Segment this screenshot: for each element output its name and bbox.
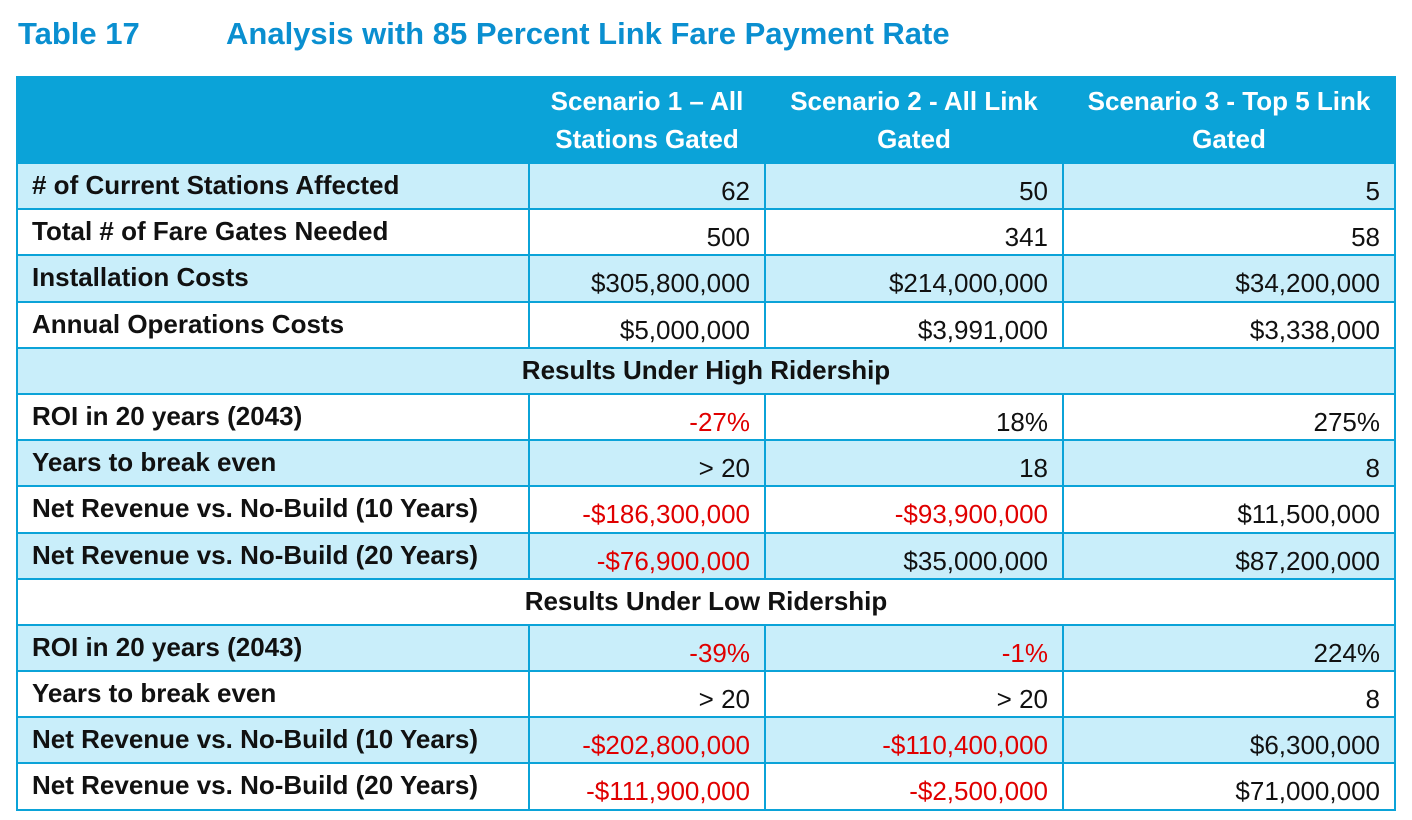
table-row: Net Revenue vs. No-Build (20 Years) -$111… [16,762,1396,811]
table-row: Net Revenue vs. No-Build (10 Years) -$202… [16,716,1396,765]
cell-scenario-3: $11,500,000 [1062,485,1396,534]
cell-scenario-3: 8 [1062,670,1396,719]
table-caption: Table 17 Analysis with 85 Percent Link F… [18,14,950,54]
cell-scenario-2: -$110,400,000 [764,716,1064,765]
table-row: Years to break even > 20 18 8 [16,439,1396,488]
header-row: Scenario 1 – All Stations Gated Scenario… [16,76,1396,164]
row-label: Years to break even [16,670,530,719]
section-row: Results Under High Ridership [16,346,1396,395]
cell-scenario-2: 18 [764,439,1064,488]
row-label: Net Revenue vs. No-Build (10 Years) [16,716,530,765]
section-row: Results Under Low Ridership [16,577,1396,626]
table-body: # of Current Stations Affected 62 50 5 Total… [16,161,1396,811]
table-row: Total # of Fare Gates Needed 500 341 58 [16,208,1396,257]
table-number: Table 17 [18,16,140,51]
table-header: Scenario 1 – All Stations Gated Scenario… [16,76,1396,164]
cell-scenario-1: -$111,900,000 [528,762,766,811]
cell-scenario-1: > 20 [528,439,766,488]
cell-scenario-3: 8 [1062,439,1396,488]
table-row: Annual Operations Costs $5,000,000 $3,991,… [16,300,1396,349]
cell-scenario-2: > 20 [764,670,1064,719]
cell-scenario-1: -39% [528,623,766,673]
table-row: Installation Costs $305,800,000 $214,000,0… [16,254,1396,303]
row-label: ROI in 20 years (2043) [16,392,530,442]
cell-scenario-1: -$202,800,000 [528,716,766,765]
table-row: ROI in 20 years (2043) -27% 18% 275% [16,392,1396,442]
row-label: ROI in 20 years (2043) [16,623,530,673]
cell-scenario-1: $5,000,000 [528,300,766,349]
cell-scenario-2: $214,000,000 [764,254,1064,303]
header-corner [16,76,530,164]
cell-scenario-2: 50 [764,161,1064,211]
cell-scenario-2: 341 [764,208,1064,257]
cell-scenario-3: 58 [1062,208,1396,257]
cell-scenario-3: $34,200,000 [1062,254,1396,303]
cell-scenario-3: 5 [1062,161,1396,211]
table-row: ROI in 20 years (2043) -39% -1% 224% [16,623,1396,673]
cell-scenario-1: -$186,300,000 [528,485,766,534]
table-row: Net Revenue vs. No-Build (20 Years) -$76,… [16,531,1396,580]
row-label: Annual Operations Costs [16,300,530,349]
table-row: Net Revenue vs. No-Build (10 Years) -$186… [16,485,1396,534]
table-title: Analysis with 85 Percent Link Fare Payme… [226,16,950,51]
cell-scenario-3: $87,200,000 [1062,531,1396,580]
row-label: Net Revenue vs. No-Build (20 Years) [16,762,530,811]
header-scenario-2: Scenario 2 - All Link Gated [764,76,1064,164]
cell-scenario-1: -$76,900,000 [528,531,766,580]
section-label: Results Under High Ridership [16,346,1396,395]
cell-scenario-1: 62 [528,161,766,211]
cell-scenario-1: 500 [528,208,766,257]
row-label: Years to break even [16,439,530,488]
header-scenario-3: Scenario 3 - Top 5 Link Gated [1062,76,1396,164]
header-scenario-1: Scenario 1 – All Stations Gated [528,76,766,164]
cell-scenario-2: -$93,900,000 [764,485,1064,534]
cell-scenario-1: -27% [528,392,766,442]
table-row: # of Current Stations Affected 62 50 5 [16,161,1396,211]
cell-scenario-3: $71,000,000 [1062,762,1396,811]
cell-scenario-1: > 20 [528,670,766,719]
section-label: Results Under Low Ridership [16,577,1396,626]
cell-scenario-1: $305,800,000 [528,254,766,303]
cell-scenario-3: 224% [1062,623,1396,673]
cell-scenario-2: $3,991,000 [764,300,1064,349]
row-label: Installation Costs [16,254,530,303]
row-label: Net Revenue vs. No-Build (10 Years) [16,485,530,534]
cell-scenario-2: -1% [764,623,1064,673]
row-label: # of Current Stations Affected [16,161,530,211]
analysis-table: Scenario 1 – All Stations Gated Scenario… [16,76,1396,811]
row-label: Net Revenue vs. No-Build (20 Years) [16,531,530,580]
row-label: Total # of Fare Gates Needed [16,208,530,257]
table-row: Years to break even > 20 > 20 8 [16,670,1396,719]
cell-scenario-2: -$2,500,000 [764,762,1064,811]
cell-scenario-2: $35,000,000 [764,531,1064,580]
cell-scenario-2: 18% [764,392,1064,442]
cell-scenario-3: $6,300,000 [1062,716,1396,765]
cell-scenario-3: 275% [1062,392,1396,442]
cell-scenario-3: $3,338,000 [1062,300,1396,349]
